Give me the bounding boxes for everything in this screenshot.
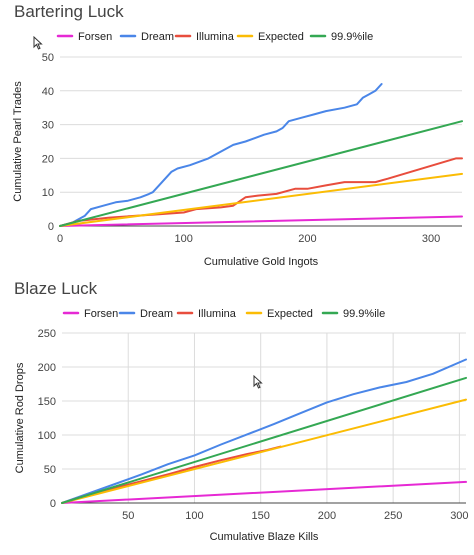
y-tick-label: 200: [38, 362, 56, 374]
legend-label: Forsen: [78, 31, 112, 43]
y-tick-label: 40: [42, 86, 54, 98]
series-line-forsen: [59, 215, 463, 227]
series-line-forsen: [61, 480, 467, 504]
legend-label: Expected: [258, 31, 304, 43]
chart-title: Bartering Luck: [14, 2, 124, 21]
y-tick-label: 100: [38, 430, 56, 442]
x-tick-label: 300: [422, 233, 440, 245]
x-tick-label: 250: [384, 510, 402, 522]
legend-label: Dream: [140, 308, 173, 320]
series-line-expected: [59, 172, 463, 227]
x-tick-label: 100: [175, 233, 193, 245]
y-tick-label: 30: [42, 120, 54, 132]
x-tick-label: 150: [252, 510, 270, 522]
x-tick-label: 200: [318, 510, 336, 522]
y-tick-label: 250: [38, 328, 56, 340]
legend-label: Illumina: [196, 31, 235, 43]
x-axis-label: Cumulative Gold Ingots: [204, 256, 319, 268]
y-tick-label: 150: [38, 396, 56, 408]
series-line-expected: [61, 398, 467, 504]
y-tick-label: 50: [44, 464, 56, 476]
series-line-99-9-ile: [59, 120, 463, 227]
y-tick-label: 20: [42, 153, 54, 165]
y-tick-label: 50: [42, 52, 54, 64]
y-tick-label: 0: [50, 498, 56, 510]
x-tick-label: 50: [122, 510, 134, 522]
x-tick-label: 200: [298, 233, 316, 245]
y-axis-label: Cumulative Rod Drops: [14, 362, 26, 473]
y-tick-label: 0: [48, 221, 54, 233]
x-tick-label: 100: [185, 510, 203, 522]
x-axis-label: Cumulative Blaze Kills: [210, 531, 319, 543]
mouse-cursor-icon: [253, 375, 263, 389]
x-tick-label: 0: [57, 233, 63, 245]
chart-title: Blaze Luck: [14, 279, 98, 298]
legend-label: 99.9%ile: [331, 31, 373, 43]
series-line-99-9-ile: [61, 376, 467, 504]
legend-label: Dream: [141, 31, 174, 43]
legend-label: Expected: [267, 308, 313, 320]
mouse-cursor-icon: [33, 36, 43, 50]
legend-label: Illumina: [198, 308, 237, 320]
x-tick-label: 300: [450, 510, 468, 522]
series-line-illumina: [59, 157, 463, 227]
legend-label: 99.9%ile: [343, 308, 385, 320]
series-line-dream: [61, 358, 467, 504]
legend-label: Forsen: [84, 308, 118, 320]
bartering-luck-chart: Forsen Dream Illumina Expected 99.9%ile 0 10 20…: [12, 31, 463, 268]
y-tick-label: 10: [42, 187, 54, 199]
series-line-dream: [59, 83, 383, 227]
y-axis-label: Cumulative Pearl Trades: [12, 81, 24, 202]
